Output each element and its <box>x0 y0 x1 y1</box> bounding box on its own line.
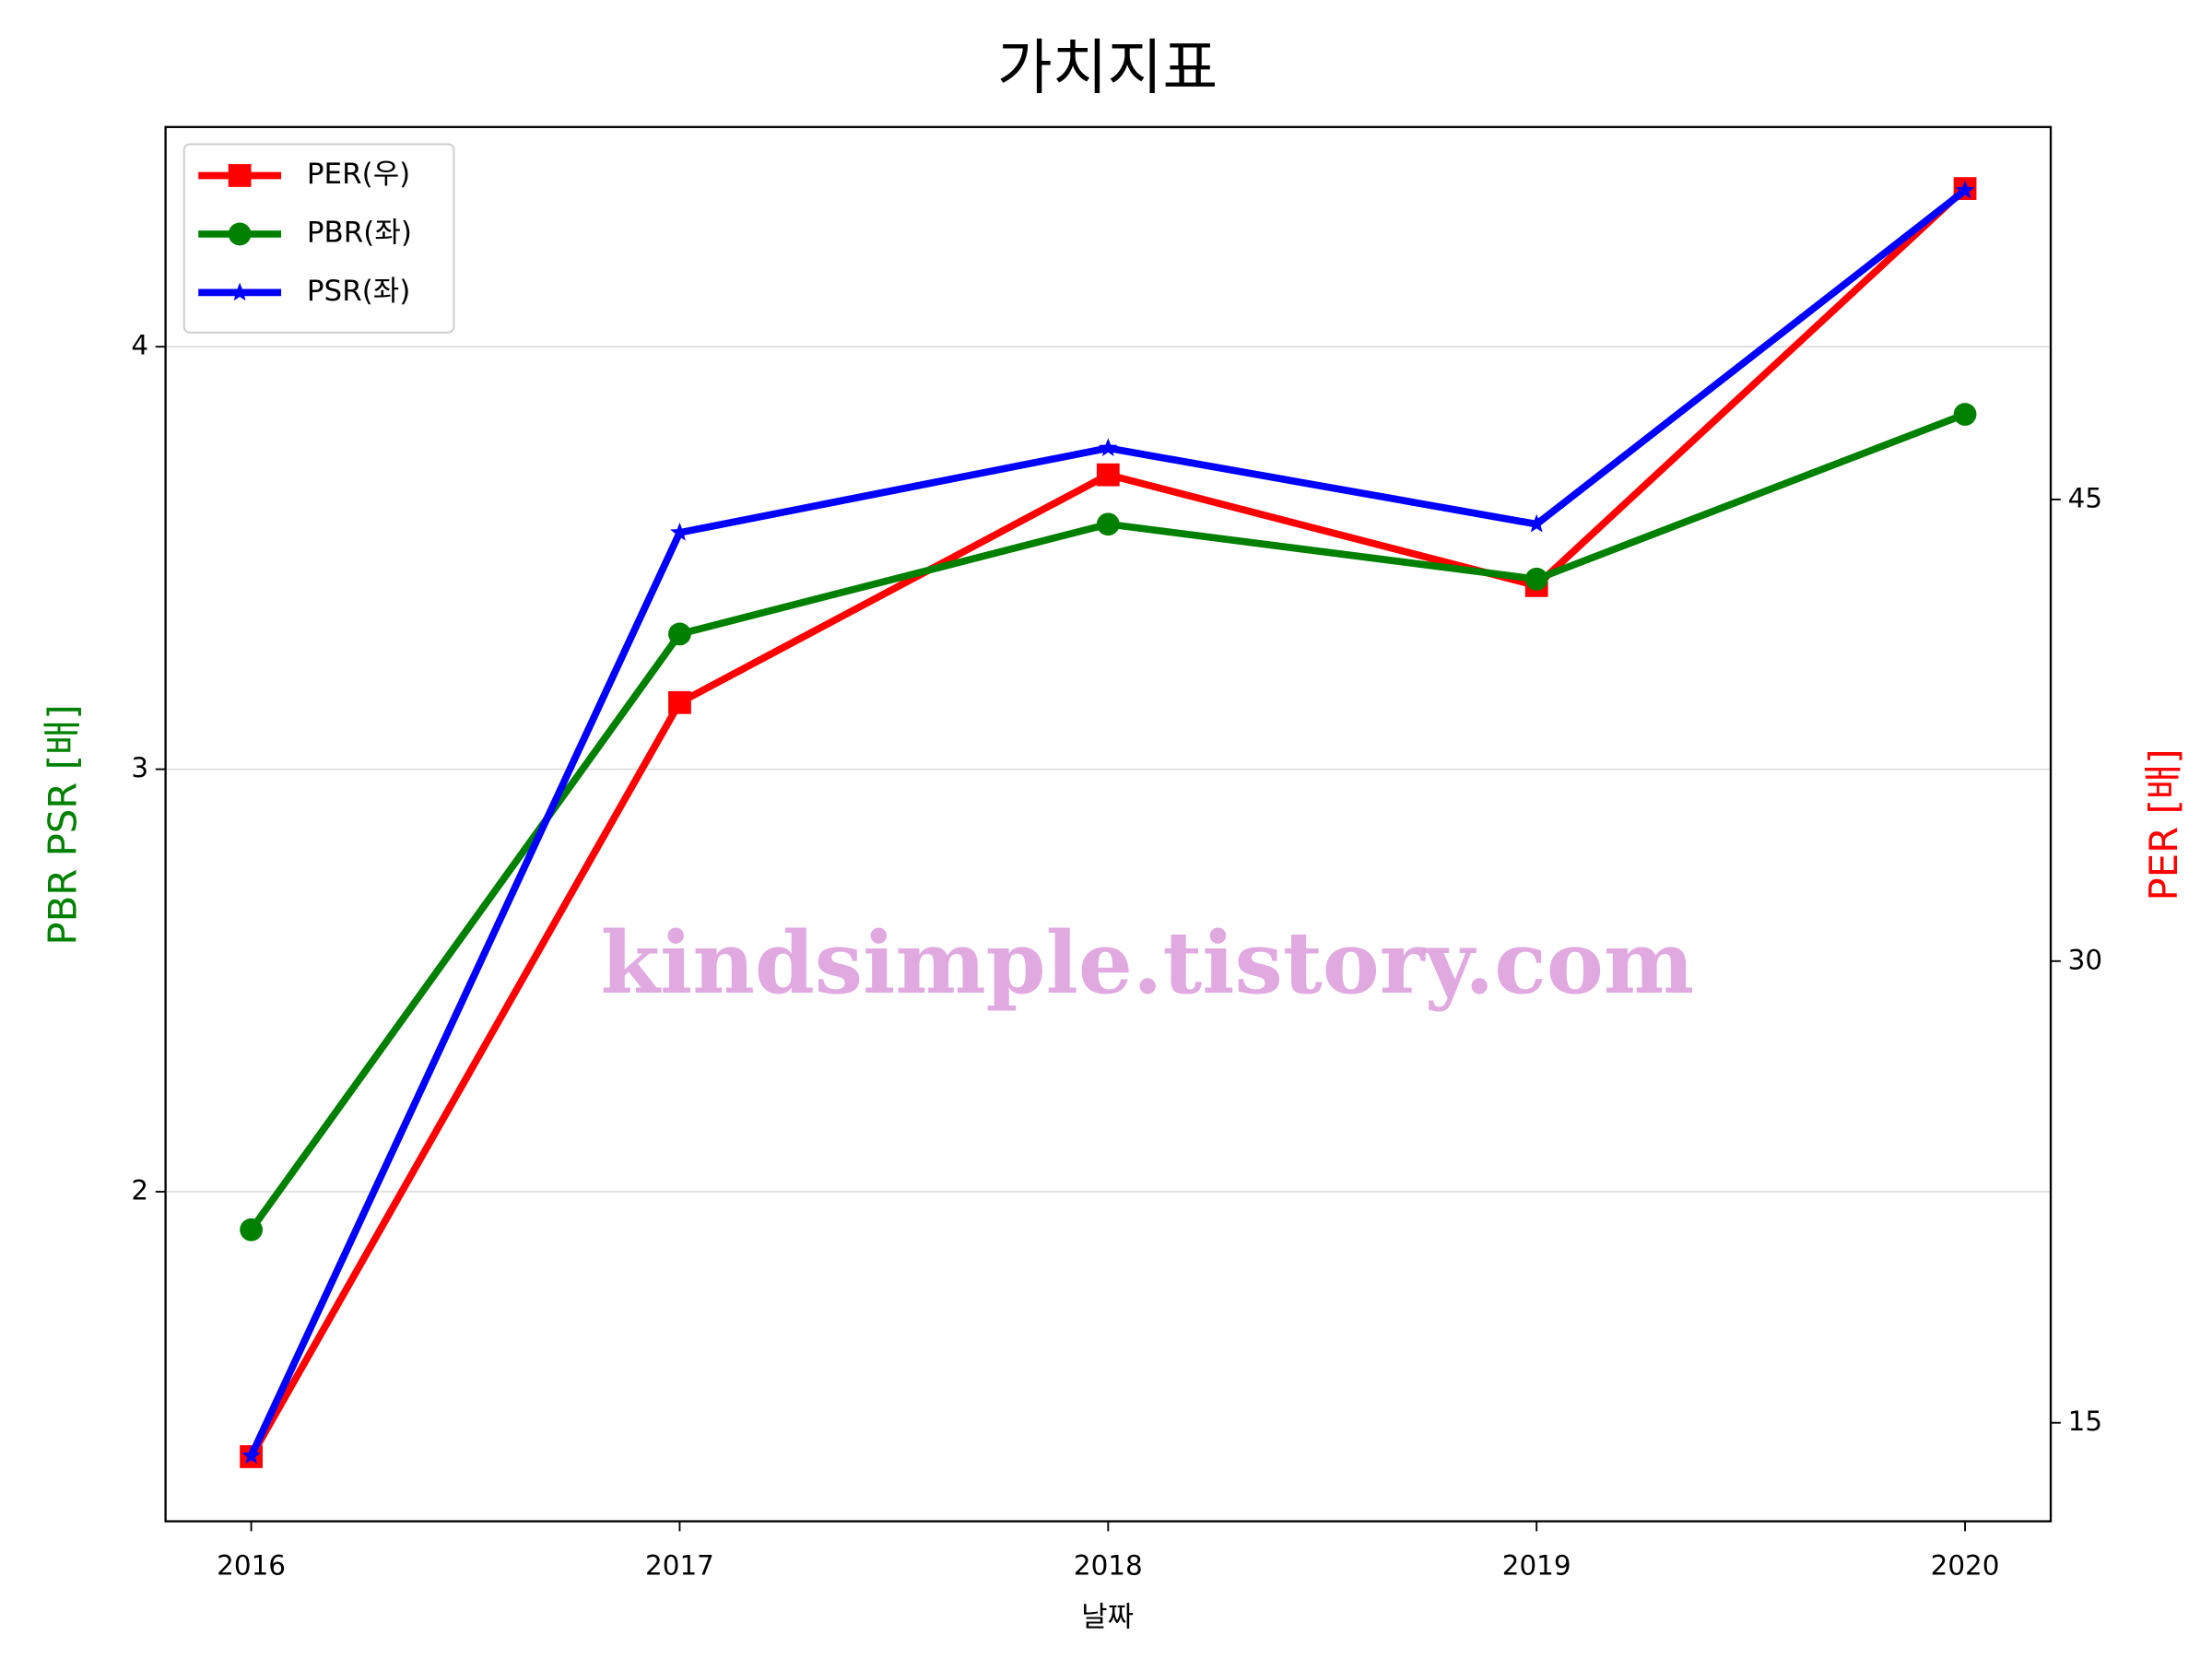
legend-label: PBR(좌) <box>307 216 412 249</box>
marker <box>1099 438 1118 456</box>
y-tick-label: 3 <box>131 752 148 783</box>
marker <box>241 1445 261 1465</box>
x-axis-label: 날짜 <box>1081 1600 1134 1633</box>
x-tick-label: 2017 <box>645 1550 714 1582</box>
x-tick-label: 2018 <box>1074 1550 1143 1582</box>
legend: PER(우) PBR(좌) PSR(좌) <box>182 143 455 334</box>
marker <box>668 622 691 646</box>
plot-area <box>240 177 1977 1468</box>
x-tick-label: 2020 <box>1931 1550 2000 1582</box>
marker <box>670 523 689 541</box>
y-tick-label: 2 <box>131 1175 148 1206</box>
marker <box>1096 512 1120 536</box>
y2-tick-label: 45 <box>2068 482 2102 513</box>
y2-tick-label: 15 <box>2068 1406 2102 1437</box>
watermark: kindsimple.tistory.com <box>601 912 1694 1013</box>
y-tick-label: 4 <box>131 330 148 361</box>
marker <box>1953 403 1977 426</box>
y2-axis-label: PER [배] <box>2141 748 2186 900</box>
legend-box <box>182 143 455 334</box>
marker <box>228 164 252 187</box>
marker <box>228 222 252 246</box>
marker <box>668 690 691 714</box>
x-tick-label: 2019 <box>1502 1550 1571 1582</box>
y2-tick-label: 30 <box>2068 944 2102 975</box>
chart-title: 가치지표 <box>997 33 1218 102</box>
marker <box>1524 567 1548 591</box>
marker <box>1955 180 1975 199</box>
legend-label: PSR(좌) <box>307 275 410 308</box>
marker <box>229 282 250 301</box>
legend-label: PER(우) <box>307 158 410 191</box>
y-axis-label: PBR PSR [배] <box>41 704 86 945</box>
x-tick-label: 2016 <box>217 1550 286 1582</box>
marker <box>1526 513 1547 533</box>
marker <box>240 1218 263 1241</box>
grid <box>165 346 2052 1193</box>
marker <box>1096 463 1120 487</box>
